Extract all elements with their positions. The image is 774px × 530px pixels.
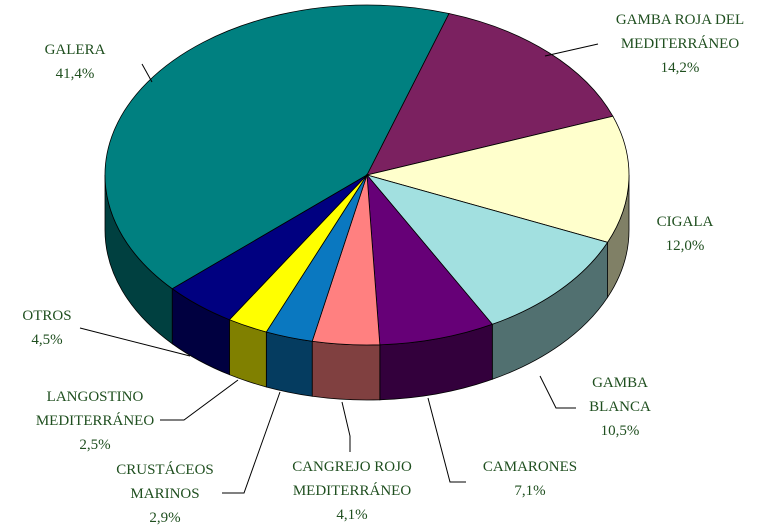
slice-label: CRUSTÁCEOS MARINOS 2,9%: [110, 458, 220, 530]
value-label: 10,5%: [600, 423, 640, 439]
category-label: LANGOSTINO MEDITERRÁNEO: [35, 389, 155, 429]
leader-line: [222, 391, 281, 494]
value-label: 41,4%: [55, 66, 95, 82]
value-label: 14,2%: [660, 60, 700, 76]
leader-line: [141, 63, 153, 83]
category-label: GAMBA ROJA DEL MEDITERRÁNEO: [615, 12, 745, 52]
value-label: 4,5%: [31, 332, 63, 348]
leader-line: [160, 379, 239, 421]
slice: [171, 174, 368, 321]
category-label: CRUSTÁCEOS MARINOS: [116, 462, 214, 502]
leader-line: [427, 397, 466, 483]
slice-label: LANGOSTINO MEDITERRÁNEO 2,5%: [30, 385, 160, 457]
slice-label: CIGALA 12,0%: [640, 210, 730, 258]
slice: [366, 13, 614, 176]
slice-side: [265, 331, 313, 397]
slice-label: GAMBA ROJA DEL MEDITERRÁNEO 14,2%: [610, 8, 750, 80]
slice: [365, 174, 609, 325]
slice-label: CAMARONES 7,1%: [470, 455, 590, 503]
leader-line: [539, 375, 576, 409]
leader-line: [544, 43, 599, 57]
slice-label: GALERA 41,4%: [30, 38, 120, 86]
slice-label: GAMBA BLANCA 10,5%: [585, 371, 655, 443]
value-label: 12,0%: [665, 238, 705, 254]
slice: [104, 4, 450, 290]
leader-lines: [79, 43, 599, 494]
slice: [366, 173, 493, 346]
category-label: CANGREJO ROJO MEDITERRÁNEO: [292, 459, 412, 499]
value-label: 2,5%: [79, 437, 111, 453]
value-label: 7,1%: [514, 483, 546, 499]
slice-label: CANGREJO ROJO MEDITERRÁNEO 4,1%: [285, 455, 420, 527]
slice-side: [311, 340, 381, 401]
category-label: GALERA: [44, 42, 106, 58]
category-label: GAMBA BLANCA: [589, 375, 651, 415]
value-label: 4,1%: [336, 507, 368, 523]
value-label: 2,9%: [149, 510, 181, 526]
pie-tops: [104, 4, 630, 346]
leader-line: [341, 401, 351, 452]
slice: [365, 115, 630, 243]
category-label: CIGALA: [656, 214, 714, 230]
category-label: CAMARONES: [482, 459, 578, 475]
leader-line: [79, 327, 191, 357]
category-label: OTROS: [22, 308, 72, 324]
slice-label: OTROS 4,5%: [7, 304, 87, 352]
